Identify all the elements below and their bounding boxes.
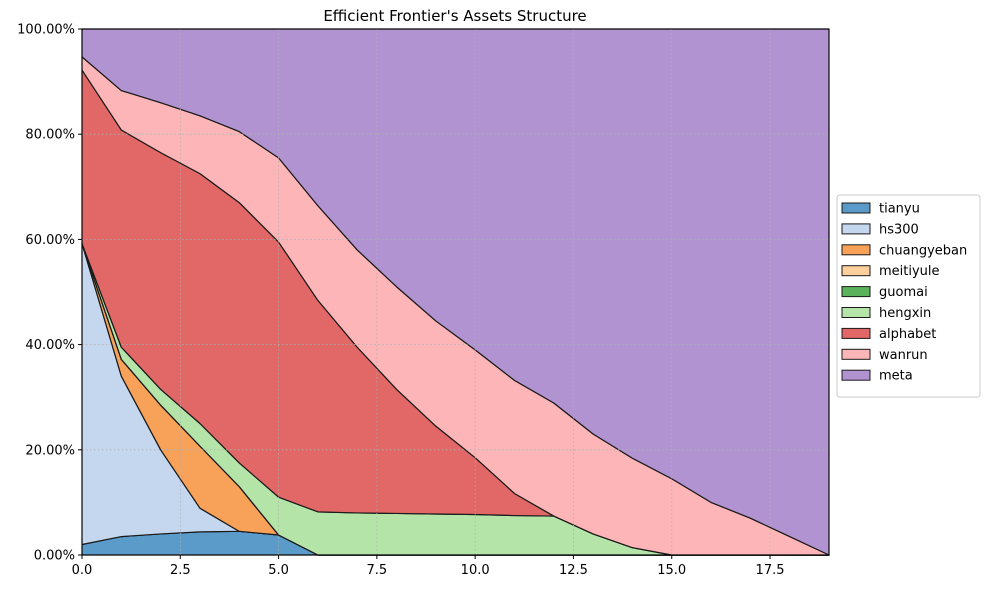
legend-label-guomai: guomai: [879, 285, 928, 300]
x-tick-label: 7.5: [367, 563, 388, 578]
x-tick-label: 15.0: [657, 563, 686, 578]
y-tick-label: 60.00%: [25, 233, 75, 248]
x-tick-label: 5.0: [268, 563, 289, 578]
y-tick-label: 40.00%: [25, 338, 75, 353]
y-tick-label: 80.00%: [25, 128, 75, 143]
legend-box: [836, 194, 981, 398]
y-tick-label: 20.00%: [25, 443, 75, 458]
legend-label-alphabet: alphabet: [879, 327, 936, 342]
legend-swatch-hengxin: [841, 307, 871, 318]
x-tick-label: 2.5: [170, 563, 191, 578]
legend-swatch-meta: [841, 369, 871, 381]
plot-areas: [81, 28, 830, 556]
legend-label-hs300: hs300: [879, 222, 919, 237]
legend-label-wanrun: wanrun: [879, 348, 928, 363]
plot-frame: [81, 28, 830, 556]
x-tick-label: 10.0: [461, 563, 490, 578]
legend-swatch-meitiyule: [841, 265, 871, 277]
x-tick-label: 0.0: [72, 563, 93, 578]
legend-label-chuangyeban: chuangyeban: [879, 243, 967, 258]
legend-swatch-chuangyeban: [841, 244, 871, 256]
x-tick-label: 17.5: [756, 563, 785, 578]
legend-swatch-guomai: [841, 286, 871, 298]
legend-swatch-alphabet: [841, 327, 871, 339]
y-tick-label: 0.00%: [34, 549, 75, 564]
legend-label-tianyu: tianyu: [879, 202, 920, 217]
chart-title: Efficient Frontier's Assets Structure: [323, 7, 586, 25]
x-tick-label: 12.5: [559, 563, 588, 578]
legend-swatch-hs300: [841, 223, 871, 235]
legend-label-meta: meta: [879, 369, 913, 384]
x-axis: 0.0 2.5 5.0 7.5 10.0 12.5 15.0 17.5: [72, 555, 785, 578]
legend-swatch-wanrun: [841, 348, 871, 360]
y-axis: 0.00% 20.00% 40.00% 60.00% 80.00% 100.00%: [17, 23, 82, 564]
legend-label-hengxin: hengxin: [879, 306, 931, 321]
legend-label-meitiyule: meitiyule: [879, 264, 940, 279]
y-tick-label: 100.00%: [17, 23, 75, 38]
legend: tianyu hs300 chuangyeban meitiyule guomai hen…: [836, 194, 981, 398]
legend-swatch-tianyu: [841, 202, 871, 214]
